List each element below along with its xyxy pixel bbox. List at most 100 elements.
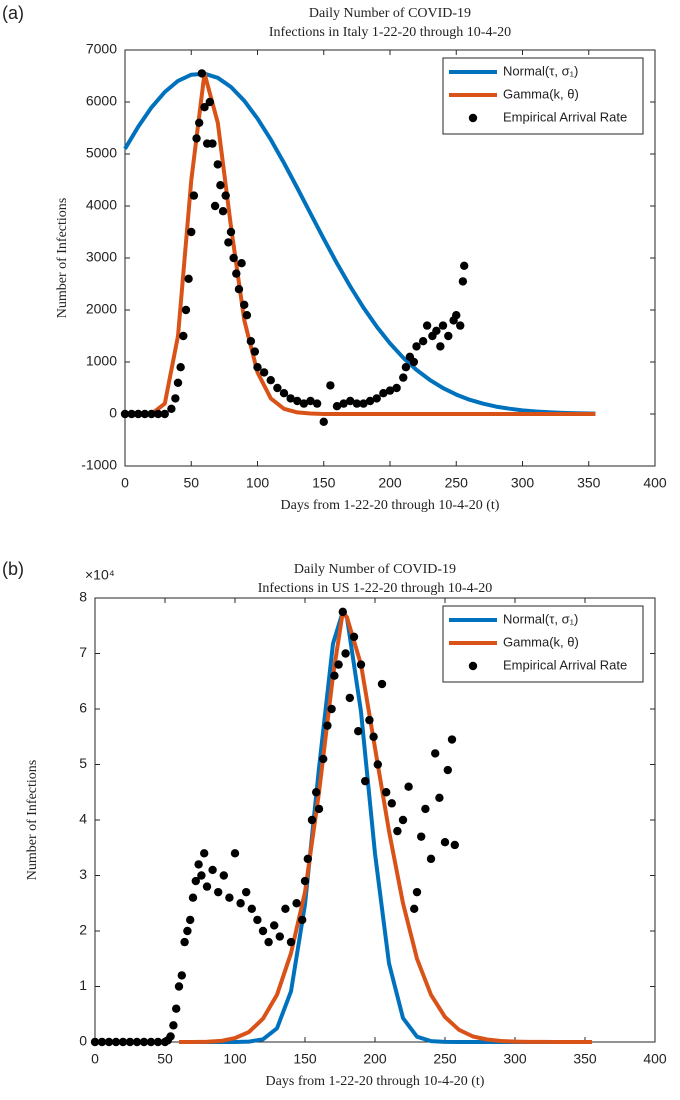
- data-point: [258, 926, 268, 936]
- data-point: [139, 1037, 149, 1047]
- data-point: [213, 160, 222, 169]
- chart-title: Infections in US 1-22-20 through 10-4-20: [258, 581, 492, 596]
- y-tick-label: 8: [79, 589, 87, 605]
- legend-label: Gamma(k, θ): [503, 86, 579, 101]
- data-point: [435, 793, 444, 802]
- data-point: [167, 404, 176, 413]
- legend-marker: [468, 661, 478, 671]
- data-point: [286, 937, 296, 947]
- data-point: [312, 399, 322, 408]
- x-tick-label: 400: [643, 1051, 667, 1067]
- y-tick-label: 4: [79, 811, 87, 827]
- data-point: [332, 402, 342, 411]
- y-tick-label: 5: [79, 755, 87, 771]
- y-tick-label: 7: [79, 644, 87, 660]
- x-tick-label: 200: [378, 475, 402, 491]
- data-point: [253, 363, 262, 372]
- data-point: [361, 776, 370, 786]
- x-axis-label: Days from 1-22-20 through 10-4-20 (t): [266, 1074, 485, 1089]
- data-point: [246, 337, 256, 346]
- data-point: [200, 103, 209, 112]
- data-point: [120, 409, 130, 419]
- data-point: [421, 804, 430, 814]
- x-tick-label: 350: [577, 475, 601, 491]
- data-point: [247, 904, 256, 913]
- data-point: [327, 704, 336, 714]
- data-point: [456, 321, 465, 330]
- data-point: [334, 660, 343, 669]
- data-point: [134, 409, 143, 419]
- data-point: [208, 139, 217, 148]
- data-point: [281, 904, 290, 913]
- data-point: [387, 799, 396, 808]
- data-point: [172, 1004, 181, 1013]
- chart-title: Daily Number of COVID-19: [294, 562, 456, 577]
- x-tick-label: 150: [312, 475, 336, 491]
- data-point: [399, 373, 408, 382]
- data-point: [377, 679, 387, 689]
- data-point: [169, 1021, 178, 1030]
- data-point: [319, 417, 328, 426]
- data-point: [279, 389, 289, 398]
- data-point: [438, 321, 448, 330]
- data-point: [266, 376, 275, 385]
- x-tick-label: 100: [223, 1051, 247, 1067]
- x-tick-label: 0: [91, 1051, 99, 1067]
- legend-label: Normal(τ, σ₁): [503, 611, 578, 626]
- data-point: [140, 409, 150, 419]
- data-point: [208, 865, 217, 875]
- data-point: [194, 860, 203, 869]
- data-point: [146, 1037, 156, 1047]
- data-point: [90, 1037, 100, 1047]
- data-point: [270, 921, 279, 930]
- legend-label: Empirical Arrival Rate: [503, 109, 627, 124]
- data-point: [218, 207, 228, 216]
- x-tick-label: 200: [363, 1051, 387, 1067]
- data-point: [219, 871, 228, 880]
- x-tick-label: 400: [643, 475, 667, 491]
- data-point: [323, 721, 332, 730]
- data-line: [179, 609, 592, 1044]
- data-point: [372, 394, 381, 403]
- data-point: [458, 277, 468, 286]
- x-tick-label: 250: [433, 1051, 457, 1067]
- data-point: [242, 887, 251, 897]
- data-point: [236, 899, 245, 908]
- data-point: [127, 409, 136, 419]
- data-point: [173, 378, 183, 387]
- data-point: [189, 191, 199, 200]
- data-point: [300, 876, 310, 886]
- legend-marker: [468, 113, 478, 123]
- data-point: [365, 396, 375, 406]
- data-point: [176, 363, 185, 372]
- data-point: [104, 1037, 114, 1047]
- x-tick-label: 50: [157, 1051, 173, 1067]
- data-point: [240, 300, 249, 309]
- data-point: [210, 201, 220, 211]
- data-point: [292, 899, 301, 908]
- data-point: [153, 1037, 163, 1047]
- data-point: [216, 181, 225, 190]
- data-point: [253, 915, 262, 925]
- data-point: [401, 363, 411, 372]
- data-point: [125, 1037, 135, 1047]
- data-point: [452, 311, 461, 320]
- y-tick-label: 1: [79, 977, 87, 993]
- y-tick-label: 1000: [86, 353, 117, 369]
- data-point: [264, 937, 273, 947]
- data-point: [192, 134, 201, 143]
- y-tick-label: 6000: [86, 93, 117, 109]
- data-point: [369, 732, 378, 741]
- data-point: [306, 396, 315, 406]
- data-point: [330, 671, 339, 680]
- data-point: [417, 832, 426, 841]
- data-point: [359, 399, 368, 408]
- data-point: [111, 1037, 121, 1047]
- data-point: [460, 261, 469, 270]
- data-point: [447, 735, 457, 744]
- y-axis-label: Number of Infections: [25, 760, 40, 881]
- data-point: [418, 337, 428, 346]
- data-point: [242, 311, 252, 320]
- y-tick-label: 2000: [86, 301, 117, 317]
- data-point: [354, 727, 363, 736]
